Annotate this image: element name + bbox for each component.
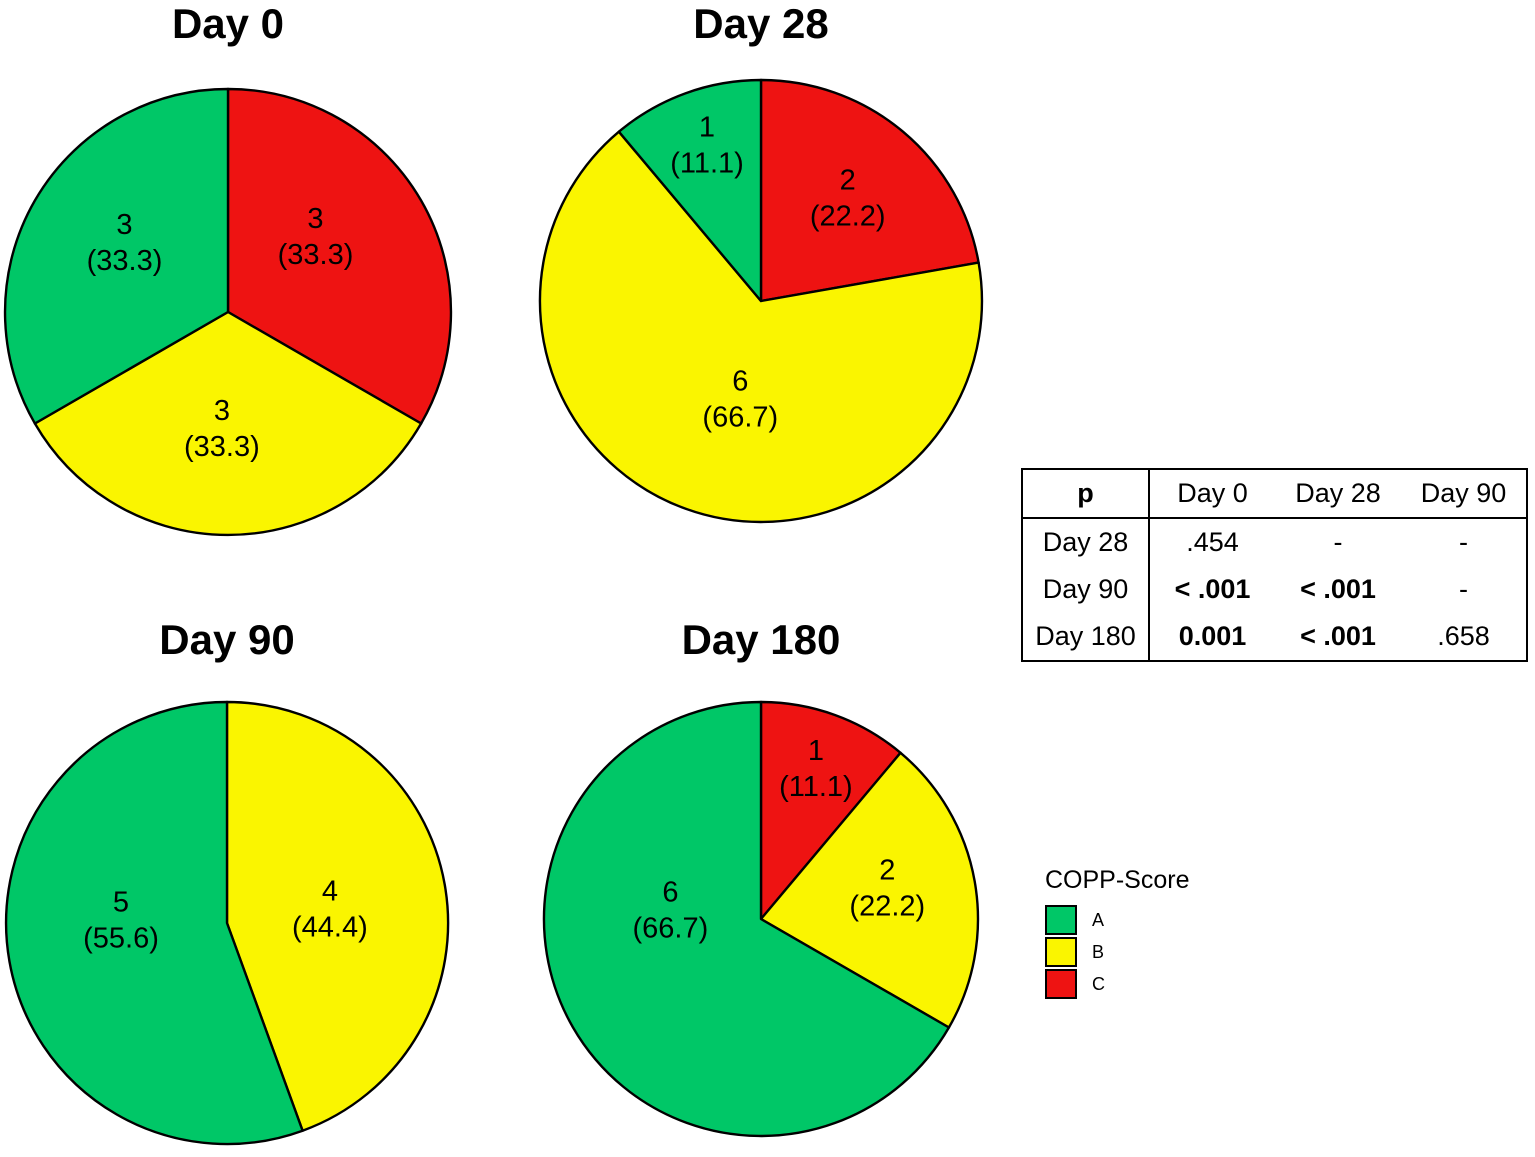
pie-slice-b bbox=[33, 310, 423, 537]
slice-pct-label: (55.6) bbox=[83, 922, 159, 954]
pie-title-day0: Day 0 bbox=[171, 0, 285, 47]
legend-title: COPP-Score bbox=[1045, 866, 1190, 894]
legend-label: A bbox=[1092, 909, 1105, 930]
legend-item-c: C bbox=[1045, 968, 1189, 1000]
pie-slice-a bbox=[617, 78, 763, 303]
slice-pct-label: (33.3) bbox=[87, 245, 163, 277]
table-header-row: p Day 0 Day 28 Day 90 bbox=[1022, 469, 1527, 518]
slice-pct-label: (22.2) bbox=[849, 891, 925, 923]
table-row: Day 28 .454 - - bbox=[1022, 518, 1527, 566]
slice-count-label: 3 bbox=[116, 209, 132, 241]
legend-label: B bbox=[1092, 941, 1105, 962]
table-cell-pvalue: < .001 bbox=[1300, 574, 1376, 604]
pie-day90: 4 (44.4) 5 (55.6) bbox=[4, 700, 450, 1146]
table-corner-p: p bbox=[1022, 469, 1150, 518]
pie-slice-b bbox=[538, 130, 984, 524]
table-col-day0: Day 0 bbox=[1177, 478, 1248, 508]
table-row-label: Day 28 bbox=[1022, 518, 1150, 566]
pie-slice-a bbox=[542, 700, 951, 1138]
pie-title-day28: Day 28 bbox=[693, 0, 829, 47]
slice-count-label: 5 bbox=[113, 886, 129, 918]
table-col-day28: Day 28 bbox=[1295, 478, 1381, 508]
table-row: Day 90 < .001 < .001 - bbox=[1022, 566, 1527, 613]
slice-pct-label: (66.7) bbox=[633, 913, 709, 945]
slice-pct-label: (66.7) bbox=[702, 401, 778, 433]
table-col-day90: Day 90 bbox=[1420, 478, 1507, 508]
table-cell-pvalue: < .001 bbox=[1300, 621, 1376, 651]
slice-pct-label: (44.4) bbox=[292, 912, 368, 944]
pie-slice-b bbox=[225, 700, 450, 1132]
pie-slice-a bbox=[3, 87, 230, 425]
legend-swatch-c bbox=[1045, 969, 1077, 999]
table-cell-pvalue: - bbox=[1459, 527, 1468, 557]
pie-slice-c bbox=[759, 700, 902, 921]
table-cell-pvalue: .658 bbox=[1437, 621, 1490, 651]
slice-pct-label: (11.1) bbox=[670, 147, 744, 179]
table-cell-pvalue: - bbox=[1459, 574, 1468, 604]
slice-pct-label: (33.3) bbox=[184, 431, 260, 463]
pie-slice-c bbox=[226, 87, 453, 425]
legend-swatch-a bbox=[1045, 905, 1077, 935]
slice-count-label: 3 bbox=[214, 395, 230, 427]
pie-title-day180: Day 180 bbox=[681, 616, 841, 663]
legend-label: C bbox=[1092, 973, 1105, 994]
pie-day0: 3 (33.3) 3 (33.3) 3 (33.3) bbox=[3, 87, 453, 537]
slice-count-label: 1 bbox=[699, 111, 715, 143]
pie-slice-b bbox=[759, 751, 980, 1029]
table-cell-pvalue: - bbox=[1333, 527, 1343, 557]
legend-item-a: A bbox=[1045, 904, 1189, 936]
pie-day180: 1 (11.1) 2 (22.2) 6 (66.7) bbox=[542, 700, 980, 1138]
table-cell-pvalue: 0.001 bbox=[1178, 621, 1247, 651]
table-row: Day 180 0.001 < .001 .658 bbox=[1022, 613, 1527, 661]
slice-count-label: 6 bbox=[662, 877, 678, 909]
legend-item-b: B bbox=[1045, 936, 1189, 968]
slice-count-label: 1 bbox=[808, 735, 824, 767]
slice-pct-label: (33.3) bbox=[278, 239, 354, 271]
table-cell-pvalue: < .001 bbox=[1174, 574, 1251, 604]
legend-swatch-b bbox=[1045, 937, 1077, 967]
pie-slice-c bbox=[759, 78, 980, 303]
slice-count-label: 4 bbox=[322, 876, 338, 908]
slice-count-label: 3 bbox=[307, 203, 323, 235]
pie-day28: 2 (22.2) 6 (66.7) 1 (11.1) bbox=[538, 78, 984, 524]
slice-pct-label: (22.2) bbox=[810, 201, 886, 233]
p-value-table: p Day 0 Day 28 Day 90 Day 28.454- - Day 90… bbox=[1021, 468, 1528, 662]
table-row-label: Day 180 bbox=[1022, 613, 1150, 661]
table-cell-pvalue: .454 bbox=[1186, 527, 1239, 557]
table-row-label: Day 90 bbox=[1022, 566, 1150, 613]
pie-title-day90: Day 90 bbox=[159, 616, 295, 663]
slice-count-label: 2 bbox=[879, 855, 895, 887]
slice-pct-label: (11.1) bbox=[779, 771, 853, 803]
slice-count-label: 6 bbox=[732, 365, 748, 397]
slice-count-label: 2 bbox=[840, 165, 856, 197]
pie-slice-a bbox=[4, 700, 304, 1146]
